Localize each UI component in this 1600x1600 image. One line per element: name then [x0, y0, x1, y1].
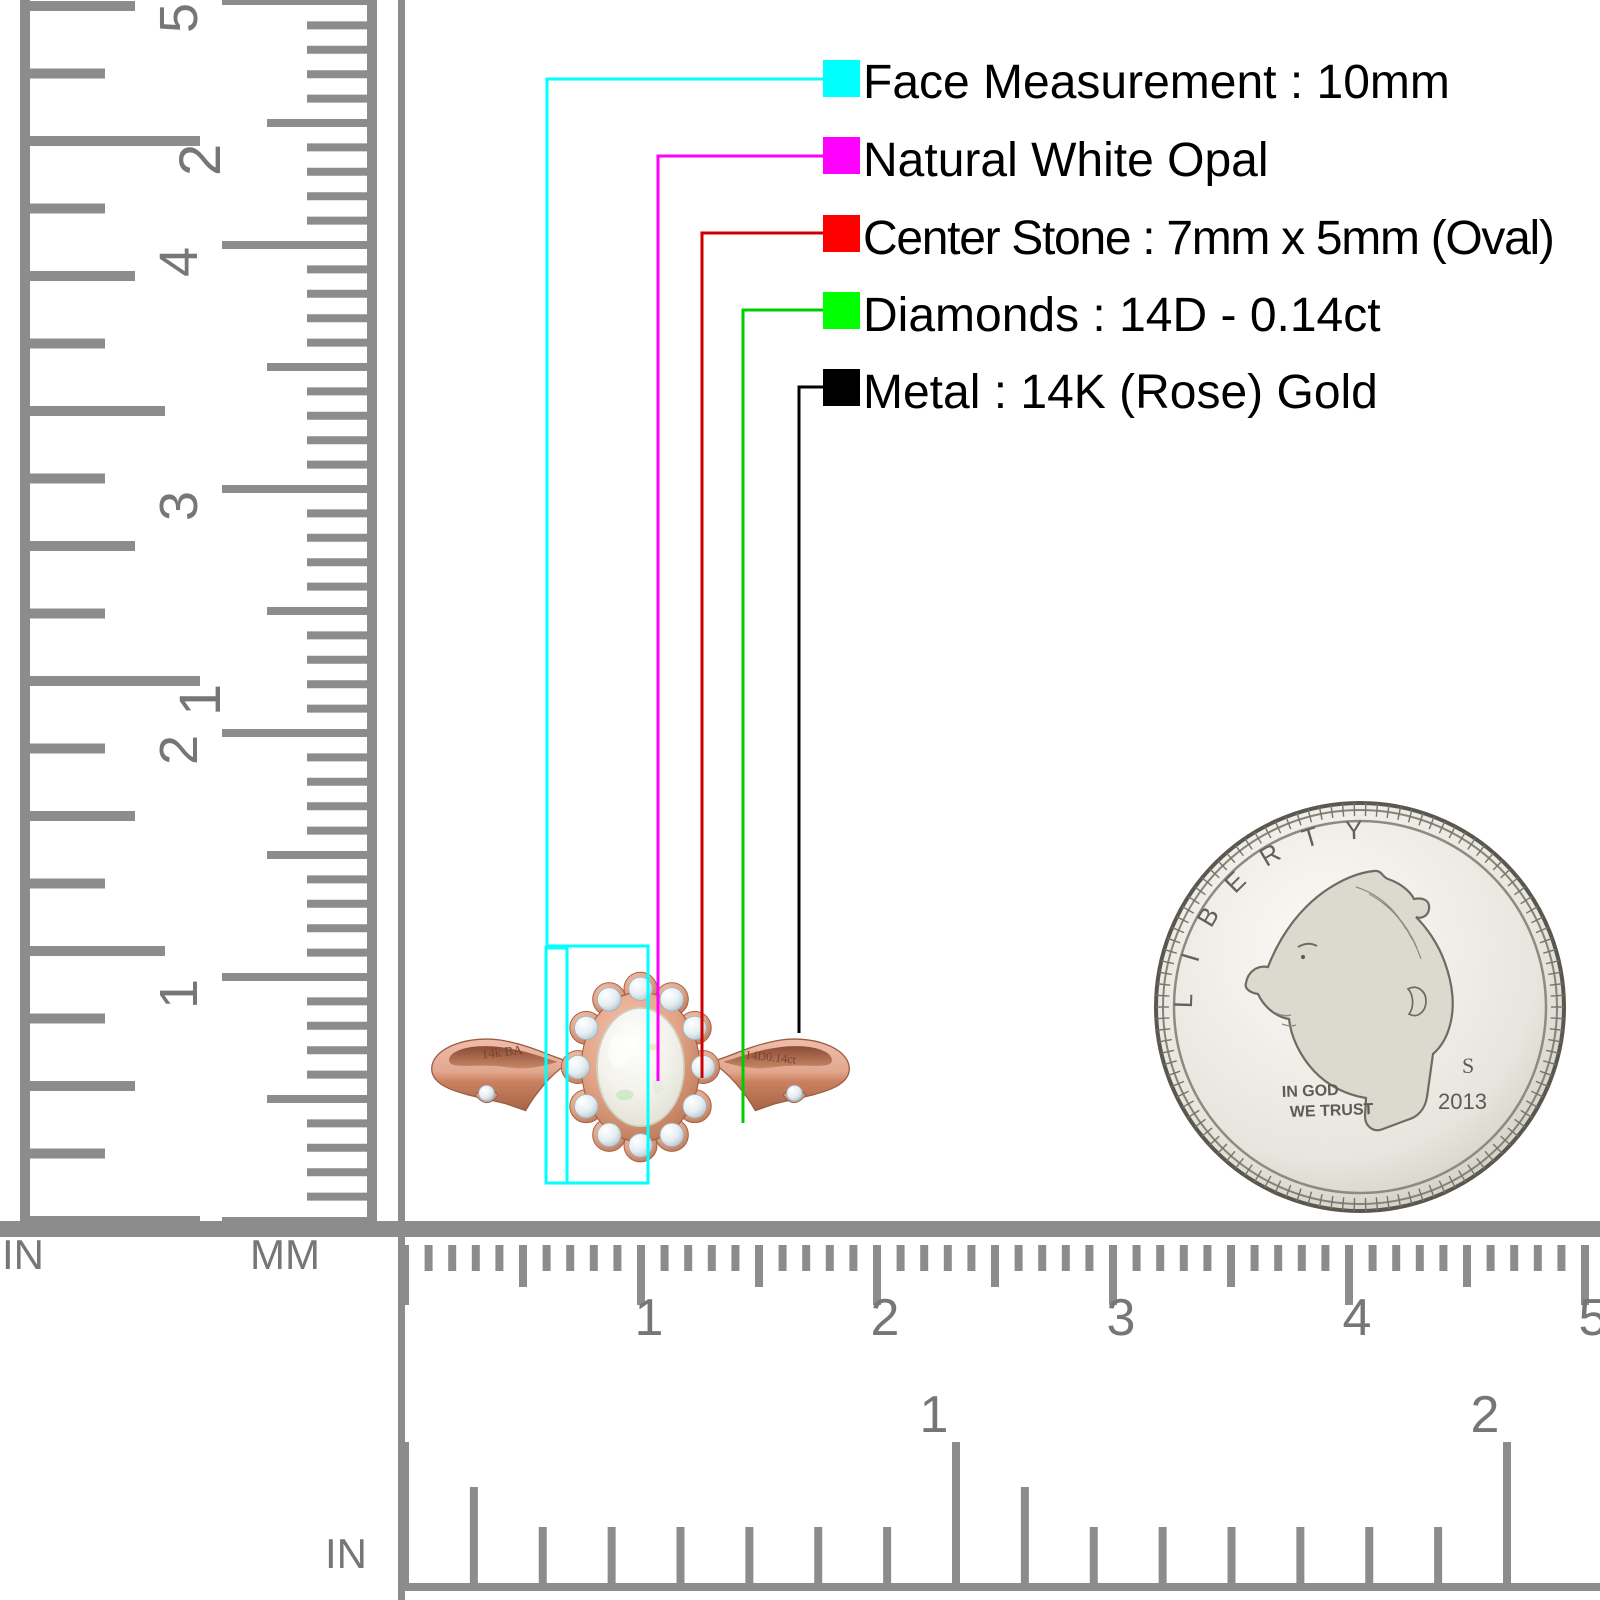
svg-text:2013: 2013	[1438, 1089, 1487, 1114]
svg-text:5: 5	[149, 3, 209, 33]
svg-text:4: 4	[1343, 1289, 1372, 1347]
svg-text:S: S	[1462, 1053, 1474, 1078]
svg-text:3: 3	[1107, 1289, 1136, 1347]
svg-text:Y: Y	[1345, 815, 1363, 846]
svg-text:5: 5	[1579, 1289, 1600, 1347]
svg-text:L: L	[1168, 993, 1198, 1009]
svg-text:2: 2	[1471, 1386, 1500, 1444]
svg-text:1: 1	[920, 1386, 949, 1444]
svg-text:IN GOD: IN GOD	[1282, 1082, 1339, 1101]
svg-text:WE TRUST: WE TRUST	[1290, 1101, 1374, 1121]
